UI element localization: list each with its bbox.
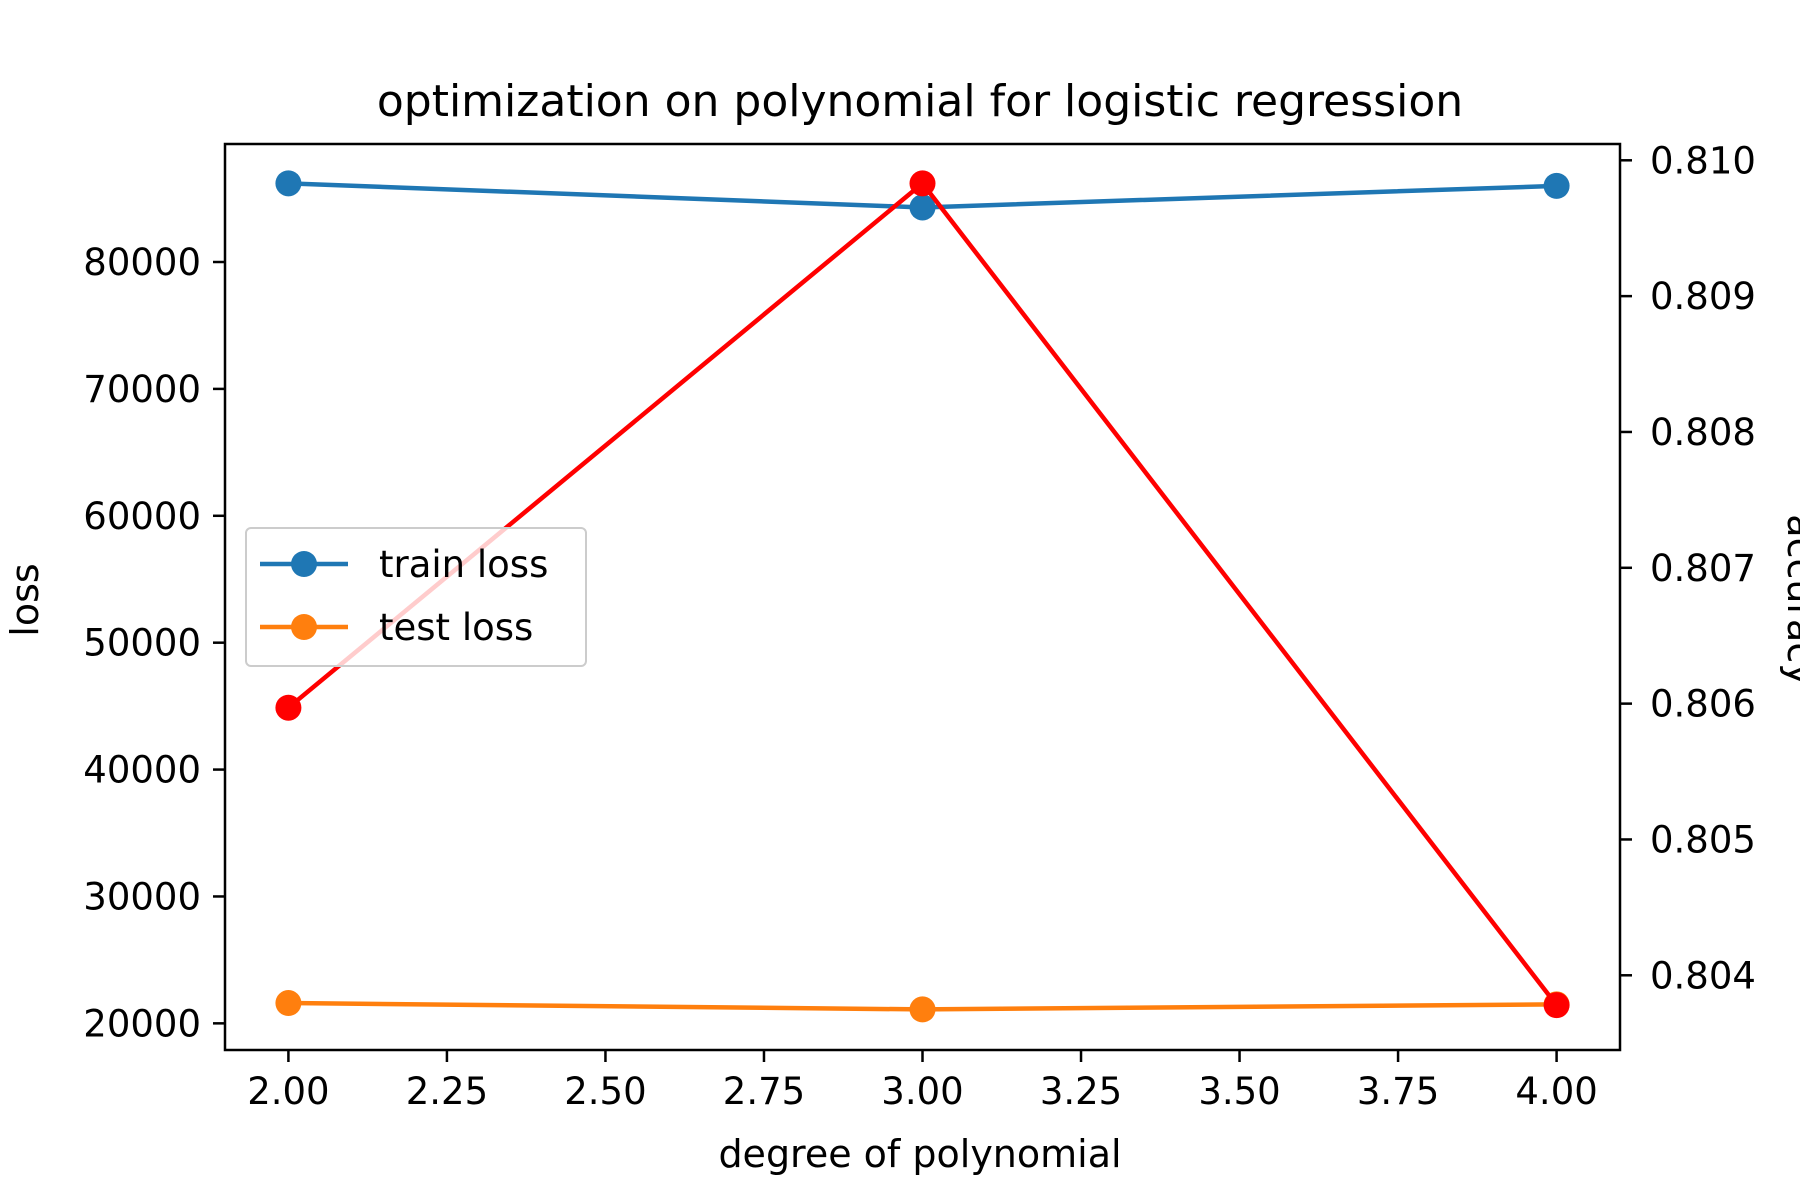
x-tick-label: 3.25: [1040, 1070, 1122, 1113]
data-point-train-loss: [275, 170, 302, 197]
legend-swatch-marker-test-loss: [291, 614, 317, 640]
x-tick-label: 3.50: [1198, 1070, 1280, 1113]
legend-label-train-loss: train loss: [379, 543, 548, 586]
data-point-train-loss: [1543, 172, 1570, 199]
data-point-train-loss: [909, 194, 936, 221]
y-tick-label: 80000: [83, 241, 201, 284]
plot-area: 2.00 2.25 2.50 2.75 3.00 3.25 3.50 3.75 4.00 2000…: [83, 139, 1756, 1113]
y2-tick-label: 0.805: [1650, 818, 1756, 861]
data-point-test-loss: [909, 996, 936, 1023]
data-point-accuracy: [909, 170, 936, 197]
y2-tick-label: 0.808: [1650, 411, 1756, 454]
axes-frame: [223, 142, 1622, 1052]
data-point-test-loss: [275, 990, 302, 1017]
y2-tick-label: 0.807: [1650, 547, 1756, 590]
y-tick-label: 60000: [83, 495, 201, 538]
y-tick-label: 70000: [83, 368, 201, 411]
legend-label-test-loss: test loss: [379, 606, 533, 649]
y2-tick-label: 0.809: [1650, 275, 1756, 318]
y2-tick-label: 0.804: [1650, 954, 1756, 997]
x-tick-label: 2.50: [564, 1070, 646, 1113]
y-tick-label: 40000: [83, 749, 201, 792]
x-tick-label: 2.75: [723, 1070, 805, 1113]
legend: train loss test loss: [245, 527, 587, 667]
x-tick-label: 2.00: [247, 1070, 329, 1113]
x-tick-label: 2.25: [406, 1070, 488, 1113]
x-tick-label: 4.00: [1515, 1070, 1597, 1113]
y-tick-label: 30000: [83, 875, 201, 918]
legend-swatch-marker-train-loss: [291, 551, 317, 577]
chart-title: optimization on polynomial for logistic …: [377, 76, 1463, 127]
data-point-accuracy: [275, 694, 302, 721]
x-tick-label: 3.75: [1357, 1070, 1439, 1113]
y-tick-label: 50000: [83, 622, 201, 665]
x-axis-label: degree of polynomial: [718, 1132, 1121, 1176]
y-tick-label: 20000: [83, 1002, 201, 1045]
y2-tick-label: 0.806: [1650, 683, 1756, 726]
x-tick-label: 3.00: [881, 1070, 963, 1113]
y2-axis-label: accuracy: [1779, 514, 1800, 685]
y-axis-label: loss: [3, 563, 47, 636]
y2-tick-label: 0.810: [1650, 139, 1756, 182]
data-point-accuracy: [1543, 992, 1570, 1019]
